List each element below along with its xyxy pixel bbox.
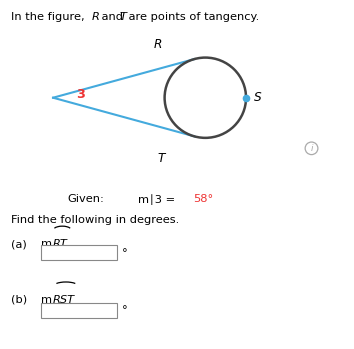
Text: In the figure,: In the figure,	[11, 12, 88, 22]
Text: RST: RST	[52, 295, 75, 305]
FancyBboxPatch shape	[41, 245, 117, 260]
Text: 58°: 58°	[193, 194, 213, 204]
Text: °: °	[122, 305, 128, 315]
Text: T: T	[119, 12, 126, 22]
Text: are points of tangency.: are points of tangency.	[125, 12, 259, 22]
Text: 3: 3	[76, 88, 85, 102]
FancyBboxPatch shape	[41, 303, 117, 318]
Text: i: i	[310, 144, 313, 153]
Text: Given:: Given:	[67, 194, 104, 204]
Text: RT: RT	[52, 239, 67, 249]
Text: R: R	[153, 38, 162, 51]
Text: °: °	[122, 248, 128, 258]
Text: (b): (b)	[11, 295, 27, 305]
Text: m: m	[41, 239, 52, 249]
Text: R: R	[91, 12, 99, 22]
Text: T: T	[158, 152, 165, 165]
Text: m: m	[41, 295, 52, 305]
Text: (a): (a)	[11, 239, 26, 249]
Text: m∣3 =: m∣3 =	[138, 194, 179, 205]
Text: Find the following in degrees.: Find the following in degrees.	[11, 215, 179, 225]
Text: S: S	[254, 91, 262, 104]
Text: and: and	[98, 12, 126, 22]
